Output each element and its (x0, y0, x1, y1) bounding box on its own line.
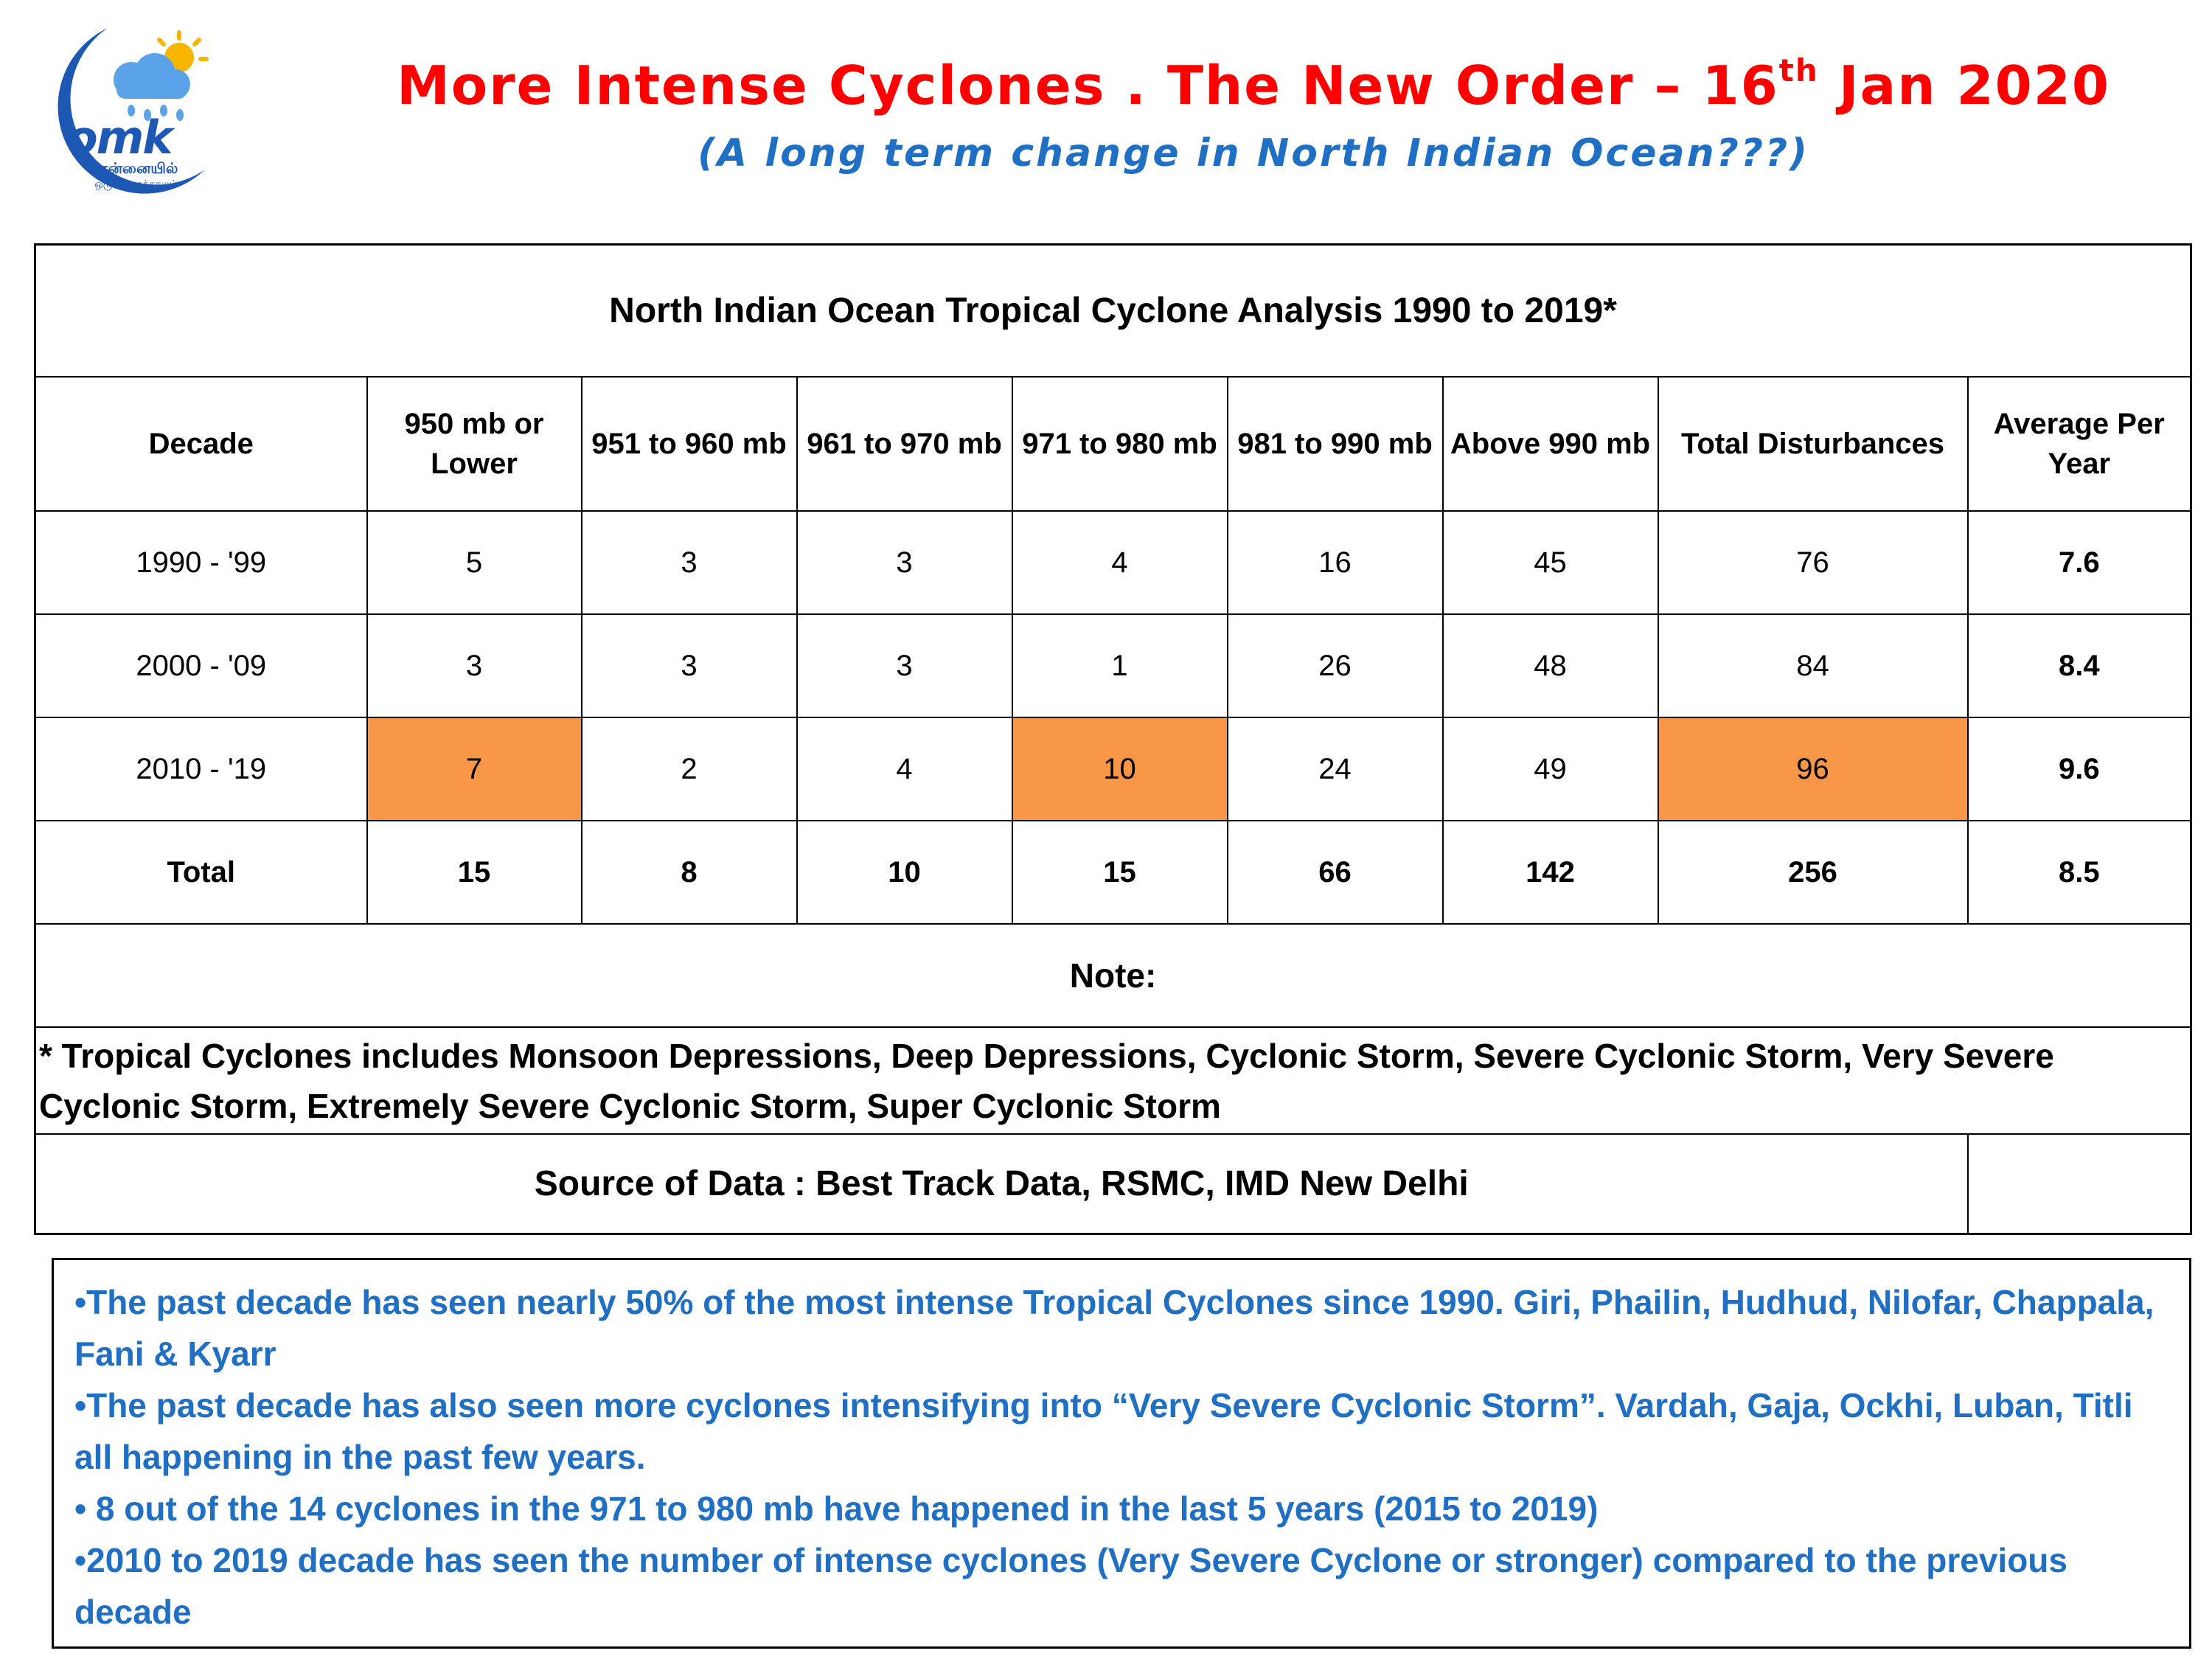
average-cell: 8.4 (1966, 613, 2192, 718)
column-header: Above 990 mb (1441, 376, 1659, 512)
title-end: Jan 2020 (1818, 55, 2110, 116)
footnote-text: * Tropical Cyclones includes Monsoon Dep… (34, 1026, 2192, 1135)
logo-graphic (58, 28, 209, 194)
highlighted-cell: 96 (1657, 717, 1969, 821)
table-cell: 5 (366, 510, 582, 615)
footnote-row: * Tropical Cyclones includes Monsoon Dep… (34, 1026, 2192, 1135)
table-cell: 16 (1226, 510, 1444, 615)
column-header: 961 to 970 mb (796, 376, 1013, 512)
average-cell: 9.6 (1966, 717, 2192, 821)
table-cell: 3 (796, 510, 1013, 615)
table-cell: 2 (580, 717, 798, 821)
column-header: Total Disturbances (1657, 376, 1969, 512)
table-row: 2000 - '09 3 3 3 1 26 48 84 8.4 (34, 613, 2192, 718)
finding-item: •2010 to 2019 decade has seen the number… (74, 1541, 2067, 1631)
page-title: More Intense Cyclones . The New Order – … (354, 52, 2153, 116)
table-caption: North Indian Ocean Tropical Cyclone Anal… (34, 243, 2192, 378)
table-cell: 4 (1011, 510, 1228, 615)
table-cell: 1 (1011, 613, 1228, 718)
decade-cell: 1990 - '99 (34, 510, 368, 615)
highlighted-cell: 7 (366, 717, 582, 821)
finding-item: • 8 out of the 14 cyclones in the 971 to… (74, 1489, 1599, 1528)
note-label: Note: (34, 923, 2192, 1028)
column-header: 971 to 980 mb (1011, 376, 1228, 512)
table-cell: 3 (580, 510, 798, 615)
logo-tagline-2: ஒரு மழைக்காலம் (94, 178, 178, 190)
total-average-cell: 8.5 (1966, 820, 2192, 925)
column-header: Decade (34, 376, 368, 512)
table-header-row: Decade 950 mb or Lower 951 to 960 mb 961… (34, 376, 2192, 512)
total-cell: 10 (796, 820, 1013, 925)
logo-brand-text: omk (66, 111, 173, 164)
table-row: 2010 - '19 7 2 4 10 24 49 96 9.6 (34, 717, 2192, 821)
page-subtitle: (A long term change in North Indian Ocea… (698, 131, 1809, 175)
column-header: 981 to 990 mb (1226, 376, 1444, 512)
cyclone-analysis-table: North Indian Ocean Tropical Cyclone Anal… (34, 243, 2193, 1235)
average-cell: 7.6 (1966, 510, 2192, 615)
total-cell: 15 (1011, 820, 1228, 925)
table-cell: 3 (796, 613, 1013, 718)
title-main: More Intense Cyclones . The New Order – … (397, 55, 1779, 116)
column-header: Average Per Year (1966, 376, 2192, 512)
decade-cell: 2010 - '19 (34, 717, 368, 821)
table-cell: 3 (580, 613, 798, 718)
table-cell: 76 (1657, 510, 1969, 615)
table-cell: 48 (1441, 613, 1659, 718)
column-header: 950 mb or Lower (366, 376, 582, 512)
table-cell: 3 (366, 613, 582, 718)
table-cell: 49 (1441, 717, 1659, 821)
finding-item: •The past decade has also seen more cycl… (74, 1386, 2133, 1476)
table-cell: 45 (1441, 510, 1659, 615)
logo-tagline-1: சென்னையில் (88, 159, 178, 177)
table-cell: 26 (1226, 613, 1444, 718)
total-cell: 15 (366, 820, 582, 925)
table-cell: 84 (1657, 613, 1969, 718)
table-caption-row: North Indian Ocean Tropical Cyclone Anal… (34, 243, 2192, 378)
total-label: Total (34, 820, 368, 925)
finding-item: •The past decade has seen nearly 50% of … (74, 1283, 2154, 1373)
key-findings-box: •The past decade has seen nearly 50% of … (52, 1258, 2191, 1649)
decade-cell: 2000 - '09 (34, 613, 368, 718)
omk-logo: omk சென்னையில் ஒரு மழைக்காலம் (21, 22, 220, 206)
table-row: 1990 - '99 5 3 3 4 16 45 76 7.6 (34, 510, 2192, 615)
table-total-row: Total 15 8 10 15 66 142 256 8.5 (34, 820, 2192, 925)
source-text: Source of Data : Best Track Data, RSMC, … (34, 1133, 1969, 1235)
table-cell: 4 (796, 717, 1013, 821)
total-cell: 142 (1441, 820, 1659, 925)
column-header: 951 to 960 mb (580, 376, 798, 512)
total-cell: 256 (1657, 820, 1969, 925)
empty-cell (1966, 1133, 2192, 1235)
highlighted-cell: 10 (1011, 717, 1228, 821)
total-cell: 8 (580, 820, 798, 925)
note-row: Note: (34, 923, 2192, 1028)
title-superscript: th (1778, 52, 1819, 88)
table-cell: 24 (1226, 717, 1444, 821)
total-cell: 66 (1226, 820, 1444, 925)
source-row: Source of Data : Best Track Data, RSMC, … (34, 1133, 2192, 1235)
